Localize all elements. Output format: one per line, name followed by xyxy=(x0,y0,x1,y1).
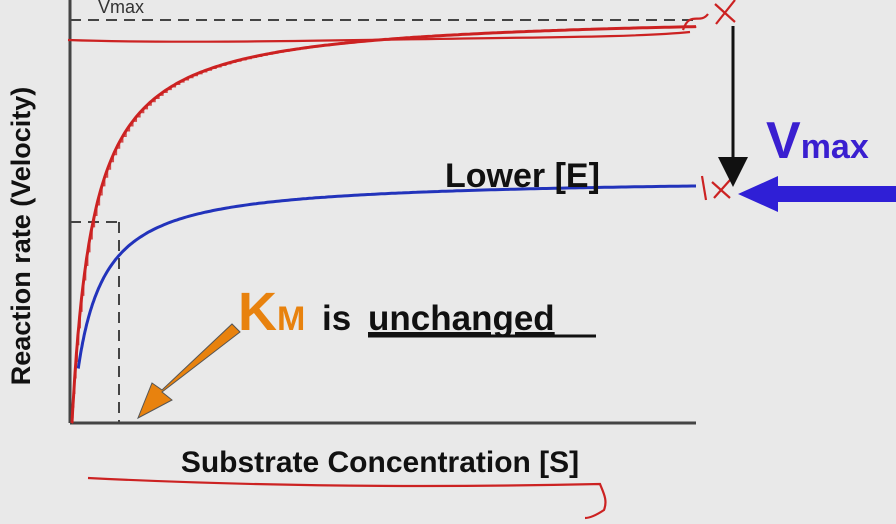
vmax-x-mark xyxy=(681,0,736,31)
km-label: KM xyxy=(238,282,305,342)
lower-vmax-x-mark xyxy=(700,175,731,201)
vmax-label: Vmax xyxy=(766,112,869,170)
vmax-label-sub: max xyxy=(801,128,869,166)
vmax-pointer-arrow xyxy=(738,176,896,212)
y-axis-label: Reaction rate (Velocity) xyxy=(6,87,36,386)
guide-lines xyxy=(70,19,700,423)
series-line-high-enzyme-stepped xyxy=(71,25,697,424)
lower-e-label: Lower [E] xyxy=(445,157,600,195)
axes xyxy=(68,0,696,425)
km-pointer-arrow xyxy=(137,323,241,420)
km-unchanged-text: unchanged xyxy=(368,299,555,338)
vmax-line-trace-mark xyxy=(67,30,691,43)
xlabel-underline-mark xyxy=(87,476,607,520)
x-axis-label: Substrate Concentration [S] xyxy=(181,446,579,479)
vmax-axis-label: Vmax xyxy=(98,0,144,17)
handwritten-marks xyxy=(67,0,736,520)
km-is-text: is xyxy=(322,299,351,338)
series-line-lower-enzyme xyxy=(76,184,696,369)
km-label-sub: M xyxy=(277,300,305,338)
vmax-label-letter: V xyxy=(766,112,801,170)
km-label-letter: K xyxy=(238,282,277,342)
